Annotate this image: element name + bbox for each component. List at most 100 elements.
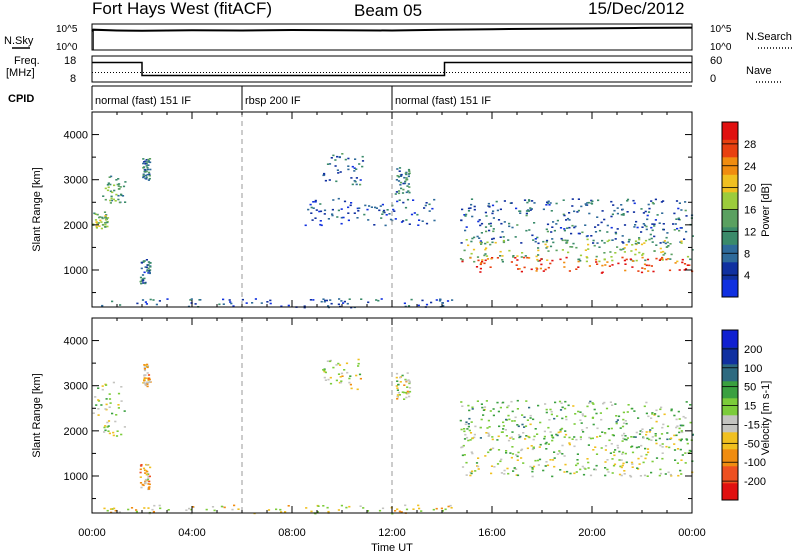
data-point [146, 365, 150, 367]
data-point [553, 451, 556, 453]
y-axis-label: Slant Range [km] [31, 373, 43, 457]
data-point [627, 404, 630, 406]
data-point [435, 507, 438, 510]
data-point [614, 238, 617, 240]
colorbar-tick-label: 100 [744, 363, 762, 375]
data-point [469, 474, 472, 477]
data-point [573, 423, 576, 425]
data-point [661, 457, 664, 460]
x-tick-label: 12:00 [378, 527, 406, 539]
data-point [511, 226, 514, 229]
data-point [425, 222, 429, 225]
data-point [398, 170, 401, 172]
data-point [614, 252, 617, 254]
data-point [487, 451, 490, 454]
data-point [111, 412, 114, 415]
data-point [396, 380, 399, 382]
data-point [468, 429, 471, 432]
data-point [405, 179, 408, 181]
data-point [406, 390, 409, 393]
data-point [323, 370, 326, 373]
data-point [395, 191, 398, 193]
data-point [343, 200, 347, 203]
data-point [499, 250, 502, 253]
data-point [330, 157, 333, 159]
data-point [673, 434, 676, 437]
data-point [382, 211, 385, 213]
data-point [496, 209, 499, 212]
data-point [647, 270, 650, 272]
data-point [529, 423, 532, 426]
data-point [105, 403, 108, 406]
data-point [492, 408, 495, 410]
data-point [147, 487, 150, 489]
data-point [571, 205, 574, 207]
data-point [330, 302, 333, 305]
data-point [579, 260, 582, 262]
data-point [586, 256, 589, 259]
data-point [553, 417, 556, 420]
data-point [148, 480, 151, 483]
data-point [575, 268, 578, 270]
data-point [621, 451, 625, 454]
data-point [515, 207, 518, 210]
data-point [149, 266, 152, 268]
colorbar-swatch [722, 209, 738, 228]
data-point [394, 510, 397, 512]
data-point [484, 455, 487, 457]
data-point [520, 256, 523, 258]
data-point [636, 226, 639, 229]
data-point [550, 434, 553, 437]
data-point [565, 415, 568, 418]
data-point [496, 439, 499, 441]
data-point [399, 184, 402, 186]
data-point [601, 264, 604, 267]
data-point [641, 226, 644, 228]
data-point [638, 237, 641, 239]
data-point [135, 510, 138, 513]
data-point [691, 249, 694, 251]
colorbar-tick-label: 50 [744, 382, 756, 394]
data-point [672, 223, 675, 225]
data-point [112, 431, 115, 434]
colorbar-swatch [722, 174, 738, 193]
data-point [233, 504, 236, 507]
data-point [593, 408, 596, 411]
data-point [666, 432, 669, 434]
data-point [544, 403, 547, 405]
data-point [653, 223, 656, 225]
data-point [124, 201, 127, 203]
data-point [469, 257, 472, 259]
data-point [648, 264, 651, 267]
data-point [109, 202, 112, 204]
data-point [666, 241, 669, 244]
data-point [661, 212, 664, 214]
data-point [435, 299, 438, 301]
data-point [399, 381, 402, 383]
data-point [332, 154, 335, 157]
data-point [461, 208, 464, 211]
data-point [143, 377, 146, 379]
data-point [467, 425, 470, 428]
data-point [680, 459, 683, 461]
data-point [580, 422, 583, 424]
data-point [146, 478, 150, 481]
data-point [358, 373, 362, 376]
data-point [146, 372, 149, 374]
data-point [604, 445, 608, 447]
data-point [479, 426, 482, 429]
data-point [110, 195, 113, 198]
data-point [516, 399, 519, 402]
data-point [241, 298, 244, 301]
data-point [343, 300, 346, 303]
data-point [460, 428, 463, 431]
data-point [643, 268, 646, 270]
data-point [465, 461, 468, 464]
data-point [519, 435, 522, 438]
data-point [328, 163, 332, 165]
data-point [331, 213, 334, 215]
data-point [345, 506, 348, 509]
data-point [451, 299, 454, 301]
data-point [520, 242, 523, 244]
data-point [105, 214, 108, 216]
